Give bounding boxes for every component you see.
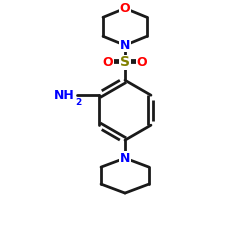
Text: O: O <box>103 56 113 69</box>
Text: N: N <box>120 152 130 165</box>
Text: NH: NH <box>54 89 75 102</box>
Text: 2: 2 <box>76 98 82 107</box>
Text: O: O <box>137 56 147 69</box>
Text: S: S <box>120 55 130 69</box>
Text: O: O <box>120 2 130 15</box>
Text: N: N <box>120 39 130 52</box>
